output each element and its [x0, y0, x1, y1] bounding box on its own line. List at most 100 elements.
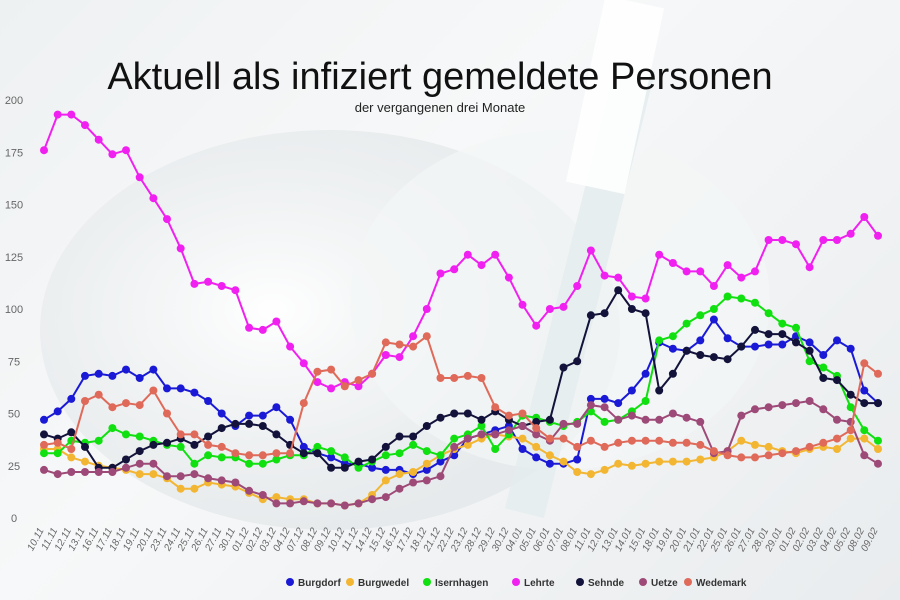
data-point [381, 442, 390, 451]
legend-marker [639, 578, 647, 586]
y-tick-label: 100 [5, 304, 23, 316]
data-point [135, 470, 144, 479]
data-point [860, 434, 869, 443]
data-point [245, 486, 254, 495]
data-point [641, 436, 650, 445]
data-point [532, 417, 541, 426]
data-point [833, 445, 841, 453]
data-point [559, 457, 568, 466]
data-point [545, 434, 554, 443]
data-point [327, 499, 336, 508]
data-point [272, 455, 281, 464]
data-point [40, 415, 48, 424]
data-point [655, 457, 664, 466]
data-point [122, 399, 130, 408]
data-point [436, 269, 445, 278]
y-tick-label: 175 [5, 147, 23, 159]
data-point [518, 434, 527, 443]
data-point [204, 474, 213, 483]
data-point [805, 338, 814, 347]
data-point [764, 403, 773, 412]
data-point [340, 382, 349, 391]
legend-label: Burgwedel [358, 578, 409, 589]
data-point [368, 369, 377, 378]
data-point [696, 336, 705, 345]
data-point [67, 453, 76, 462]
data-point [846, 390, 855, 399]
chart-subtitle: der vergangenen drei Monate [354, 100, 526, 115]
data-point [67, 110, 76, 119]
data-point [696, 455, 705, 464]
data-point [737, 411, 746, 420]
data-point [53, 407, 62, 416]
data-point [463, 371, 472, 380]
data-point [833, 415, 841, 424]
data-point [149, 365, 158, 374]
data-point [696, 267, 705, 276]
data-point [436, 451, 445, 460]
data-point [532, 424, 541, 433]
data-point [833, 336, 841, 345]
data-point [463, 434, 472, 443]
data-point [668, 259, 677, 267]
data-point [668, 332, 677, 341]
data-point [409, 342, 418, 351]
data-point [204, 440, 213, 449]
data-point [313, 367, 322, 376]
data-point [573, 442, 582, 451]
data-point [204, 397, 213, 405]
data-point [176, 430, 185, 439]
data-point [723, 451, 732, 460]
data-point [641, 369, 650, 378]
data-point [586, 311, 595, 320]
data-point [846, 426, 855, 435]
data-point [504, 426, 513, 435]
data-point [245, 459, 254, 468]
data-point [600, 442, 609, 451]
data-point [819, 405, 828, 414]
data-point [217, 282, 226, 290]
y-tick-label: 0 [11, 513, 17, 525]
data-point [176, 384, 185, 393]
legend-label: Lehrte [524, 578, 555, 589]
data-point [217, 442, 226, 451]
legend-label: Wedemark [696, 578, 747, 589]
data-point [792, 323, 800, 332]
data-point [751, 342, 759, 351]
data-point [545, 415, 554, 424]
data-point [573, 419, 582, 428]
legend-label: Burgdorf [298, 578, 341, 589]
data-point [518, 409, 527, 418]
data-point [874, 399, 882, 408]
data-point [422, 422, 431, 430]
y-tick-label: 200 [5, 95, 23, 107]
data-point [532, 442, 541, 451]
data-point [422, 305, 431, 313]
data-point [149, 440, 158, 449]
data-point [860, 399, 869, 408]
data-point [846, 434, 855, 443]
data-point [81, 121, 89, 130]
data-point [450, 409, 459, 418]
data-point [778, 401, 787, 410]
data-point [190, 459, 199, 468]
data-point [135, 401, 144, 410]
data-point [627, 386, 636, 395]
y-tick-label: 150 [5, 200, 23, 212]
data-point [874, 436, 882, 445]
data-point [545, 305, 554, 313]
data-point [122, 146, 130, 155]
data-point [682, 457, 691, 466]
data-point [586, 394, 595, 403]
data-point [190, 470, 199, 479]
data-point [327, 365, 336, 374]
data-point [381, 476, 390, 485]
data-point [737, 436, 746, 445]
data-point [709, 353, 718, 362]
data-point [313, 442, 322, 451]
data-point [723, 261, 732, 270]
data-point [381, 351, 390, 359]
y-tick-label: 25 [8, 461, 20, 473]
data-point [668, 438, 677, 447]
